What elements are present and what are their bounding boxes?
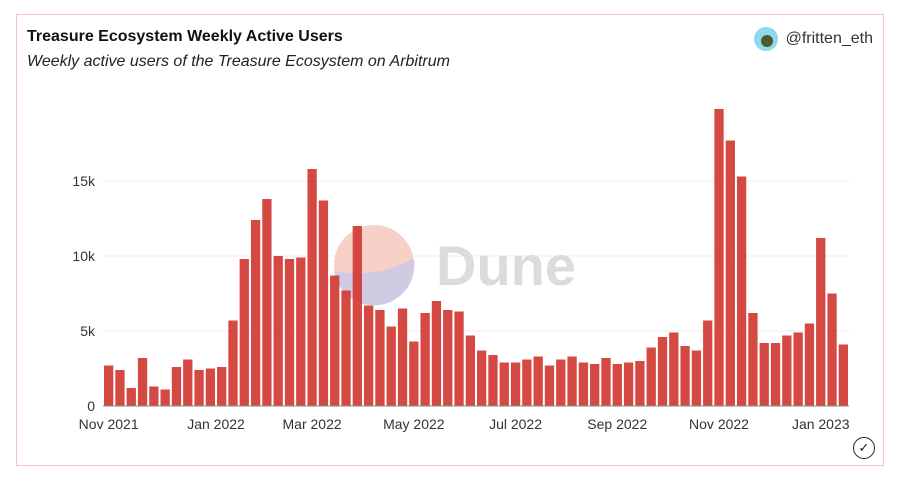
x-tick-label: Mar 2022	[283, 416, 342, 432]
bar	[816, 238, 826, 406]
bar	[601, 358, 611, 406]
x-tick-label: Jan 2023	[792, 416, 850, 432]
bar	[171, 367, 182, 406]
x-tick-label: Nov 2022	[689, 416, 749, 432]
bar	[273, 256, 283, 406]
bar	[782, 335, 792, 406]
bar	[149, 386, 159, 406]
bar	[838, 344, 848, 406]
x-tick-label: Sep 2022	[587, 416, 647, 432]
bar	[160, 389, 170, 406]
bar	[307, 169, 317, 406]
bar	[510, 362, 521, 406]
bar	[770, 343, 781, 406]
bar	[205, 368, 216, 406]
bar	[567, 356, 577, 406]
bar	[115, 370, 125, 406]
x-tick-label: Jul 2022	[489, 416, 542, 432]
bar	[352, 226, 362, 406]
bar	[284, 259, 295, 406]
x-tick-label: May 2022	[383, 416, 445, 432]
chart-card: Treasure Ecosystem Weekly Active Users W…	[16, 14, 884, 466]
bar	[183, 359, 193, 406]
bar	[443, 310, 453, 406]
bar	[296, 257, 306, 406]
x-tick-label: Jan 2022	[187, 416, 245, 432]
bar	[556, 359, 566, 406]
x-tick-label: Nov 2021	[79, 416, 139, 432]
watermark-text: Dune	[436, 234, 576, 297]
bar	[228, 320, 238, 406]
dune-watermark: Dune	[334, 225, 576, 306]
bar	[330, 275, 340, 406]
bar	[477, 350, 487, 406]
bar	[431, 301, 442, 406]
bar	[250, 220, 261, 406]
bar	[126, 388, 136, 406]
bar	[578, 362, 589, 406]
bar	[635, 361, 645, 406]
bar	[736, 176, 747, 406]
y-tick-label: 15k	[72, 173, 96, 189]
bar	[759, 343, 769, 406]
user-avatar-icon	[753, 27, 778, 51]
bar	[714, 109, 724, 406]
bar	[397, 308, 408, 406]
bar	[725, 140, 735, 406]
bar	[612, 364, 622, 406]
bar	[363, 305, 374, 406]
y-tick-label: 10k	[72, 248, 96, 264]
bar	[804, 323, 815, 406]
bar	[318, 200, 329, 406]
bar	[691, 350, 702, 406]
bar	[239, 259, 249, 406]
bar	[137, 358, 148, 406]
bar	[657, 337, 668, 406]
bar	[409, 341, 419, 406]
bar	[499, 362, 509, 406]
bar	[669, 332, 679, 406]
author-link[interactable]: @fritten_eth	[753, 27, 873, 51]
bar	[646, 347, 656, 406]
bar	[217, 367, 227, 406]
bar	[104, 365, 114, 406]
bar	[827, 293, 837, 406]
bar	[590, 364, 600, 406]
author-handle[interactable]: @fritten_eth	[785, 30, 873, 47]
bar	[454, 311, 464, 406]
bar-chart: 0 5k 10k 15k Dune Nov 2021 Jan 2022 Mar 2022 May…	[72, 109, 850, 432]
bar	[341, 290, 351, 406]
y-tick-label: 5k	[80, 323, 96, 339]
y-tick-label: 0	[87, 398, 95, 414]
bar	[465, 335, 475, 406]
bar	[386, 326, 396, 406]
bar	[793, 332, 803, 406]
bar	[194, 370, 204, 406]
checkmark-circle-icon[interactable]: ✓	[853, 437, 875, 459]
bar	[522, 359, 532, 406]
bar	[623, 362, 634, 406]
bar	[375, 310, 385, 406]
bar	[488, 355, 498, 406]
chart-title: Treasure Ecosystem Weekly Active Users	[27, 28, 343, 45]
bar	[680, 346, 690, 406]
bar	[262, 199, 272, 406]
bar	[420, 313, 430, 406]
bar	[748, 313, 758, 406]
bar	[703, 320, 713, 406]
bar	[544, 365, 555, 406]
bar	[533, 356, 543, 406]
chart-subtitle: Weekly active users of the Treasure Ecos…	[27, 53, 450, 70]
